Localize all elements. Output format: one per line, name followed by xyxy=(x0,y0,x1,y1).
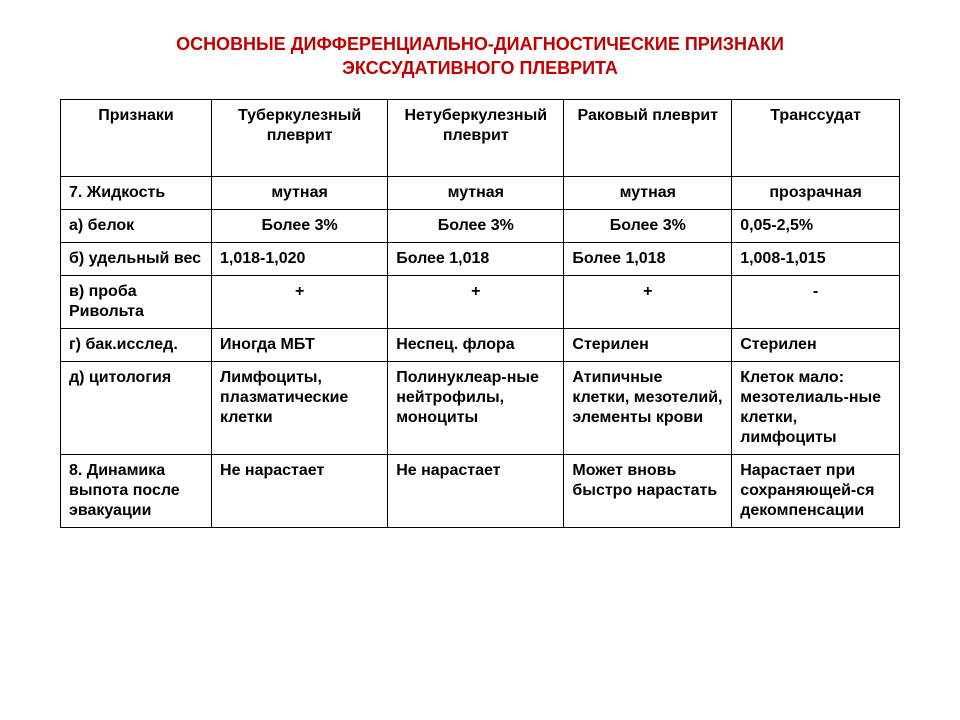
table-cell: мутная xyxy=(564,176,732,209)
table-cell: Клеток мало: мезотелиаль-ные клетки, лим… xyxy=(732,361,900,454)
col-header: Признаки xyxy=(61,99,212,176)
table-cell: Не нарастает xyxy=(212,454,388,527)
page: ОСНОВНЫЕ ДИФФЕРЕНЦИАЛЬНО-ДИАГНОСТИЧЕСКИЕ… xyxy=(0,0,960,720)
table-row: в) проба Ривольта+++- xyxy=(61,275,900,328)
table-cell: Может вновь быстро нарастать xyxy=(564,454,732,527)
table-cell: Лимфоциты, плазматические клетки xyxy=(212,361,388,454)
table-cell: Более 3% xyxy=(388,209,564,242)
row-label: в) проба Ривольта xyxy=(61,275,212,328)
row-label: д) цитология xyxy=(61,361,212,454)
table-row: д) цитологияЛимфоциты, плазматические кл… xyxy=(61,361,900,454)
table-cell: + xyxy=(564,275,732,328)
table-cell: мутная xyxy=(388,176,564,209)
table-cell: Более 3% xyxy=(564,209,732,242)
table-cell: Иногда МБТ xyxy=(212,328,388,361)
table-cell: Более 1,018 xyxy=(564,242,732,275)
table-cell: Полинуклеар-ные нейтрофилы, моноциты xyxy=(388,361,564,454)
col-header: Туберкулезный плеврит xyxy=(212,99,388,176)
row-label: б) удельный вес xyxy=(61,242,212,275)
table-cell: Более 1,018 xyxy=(388,242,564,275)
table-cell: - xyxy=(732,275,900,328)
table-cell: 1,008-1,015 xyxy=(732,242,900,275)
table-body: 7. Жидкостьмутнаямутнаямутнаяпрозрачнаяа… xyxy=(61,176,900,527)
col-header: Раковый плеврит xyxy=(564,99,732,176)
table-cell: 1,018-1,020 xyxy=(212,242,388,275)
table-cell: + xyxy=(388,275,564,328)
table-header-row: Признаки Туберкулезный плеврит Нетуберку… xyxy=(61,99,900,176)
table-row: 8. Динамика выпота после эвакуацииНе нар… xyxy=(61,454,900,527)
table-cell: мутная xyxy=(212,176,388,209)
row-label: 8. Динамика выпота после эвакуации xyxy=(61,454,212,527)
table-row: б) удельный вес1,018-1,020Более 1,018Бол… xyxy=(61,242,900,275)
table-cell: 0,05-2,5% xyxy=(732,209,900,242)
table-cell: + xyxy=(212,275,388,328)
col-header: Транссудат xyxy=(732,99,900,176)
table-row: г) бак.исслед.Иногда МБТНеспец. флораСте… xyxy=(61,328,900,361)
table-row: а) белокБолее 3%Более 3%Более 3%0,05-2,5… xyxy=(61,209,900,242)
row-label: а) белок xyxy=(61,209,212,242)
table-cell: прозрачная xyxy=(732,176,900,209)
row-label: 7. Жидкость xyxy=(61,176,212,209)
row-label: г) бак.исслед. xyxy=(61,328,212,361)
table-cell: Нарастает при сохраняющей-ся декомпенсац… xyxy=(732,454,900,527)
col-header: Нетуберкулезный плеврит xyxy=(388,99,564,176)
table-cell: Более 3% xyxy=(212,209,388,242)
table-cell: Стерилен xyxy=(732,328,900,361)
table-cell: Атипичные клетки, мезотелий, элементы кр… xyxy=(564,361,732,454)
table-cell: Стерилен xyxy=(564,328,732,361)
diagnostic-table: Признаки Туберкулезный плеврит Нетуберку… xyxy=(60,99,900,528)
table-cell: Неспец. флора xyxy=(388,328,564,361)
table-row: 7. Жидкостьмутнаямутнаямутнаяпрозрачная xyxy=(61,176,900,209)
table-cell: Не нарастает xyxy=(388,454,564,527)
page-title: ОСНОВНЫЕ ДИФФЕРЕНЦИАЛЬНО-ДИАГНОСТИЧЕСКИЕ… xyxy=(60,32,900,81)
table-head: Признаки Туберкулезный плеврит Нетуберку… xyxy=(61,99,900,176)
